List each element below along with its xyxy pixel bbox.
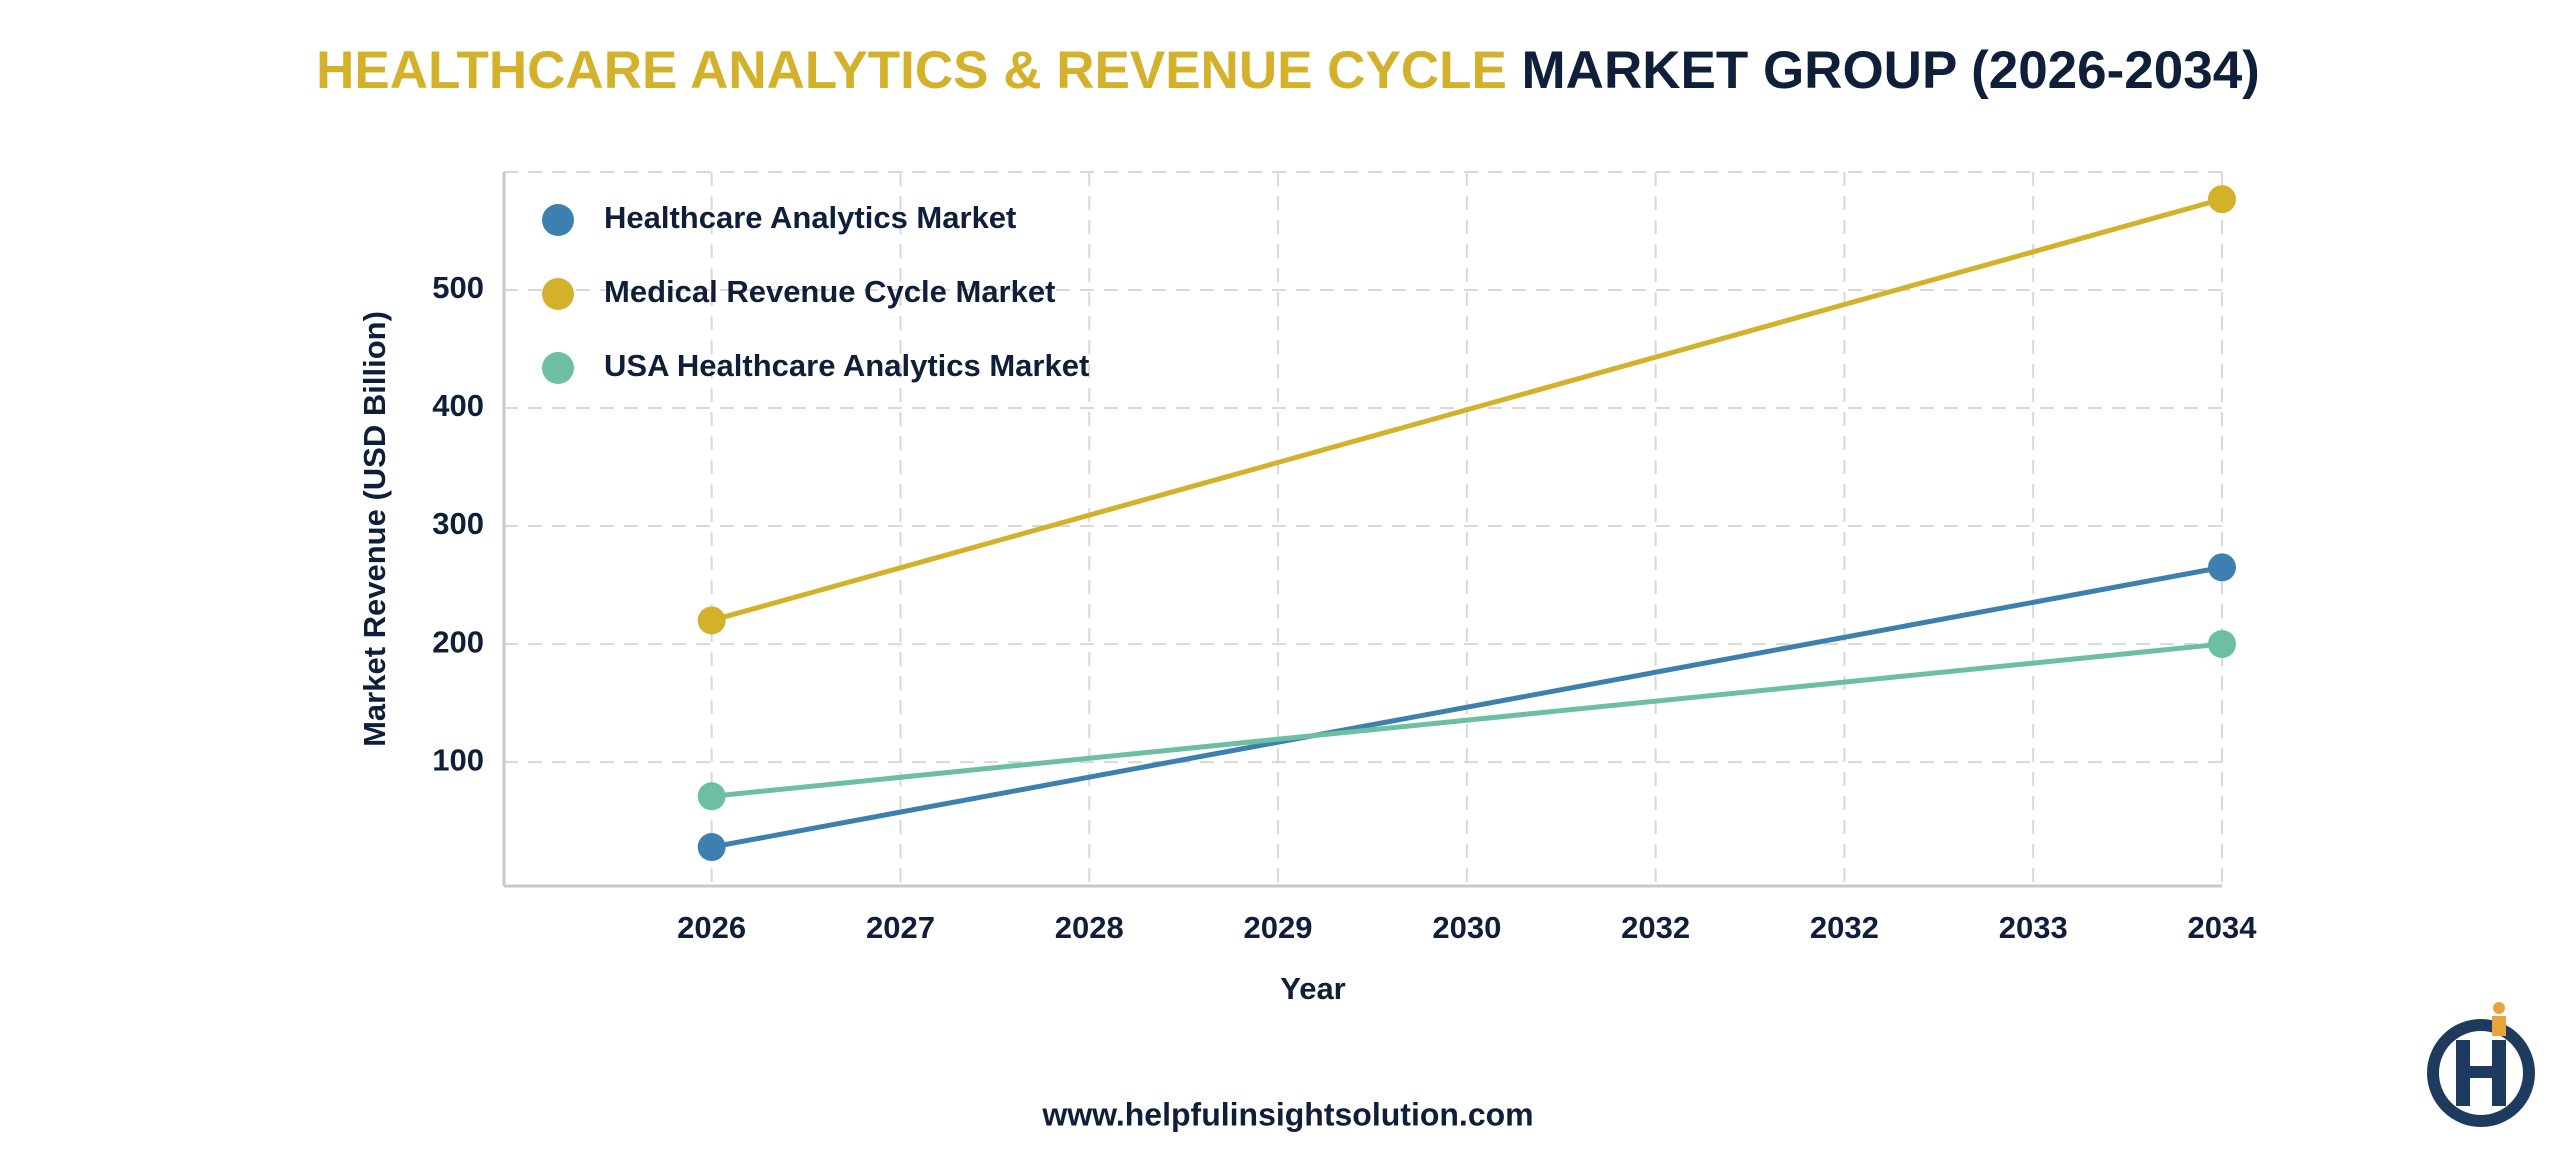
x-tick-label: 2026 <box>677 910 746 945</box>
legend-label: USA Healthcare Analytics Market <box>604 348 1089 383</box>
x-tick-label: 2033 <box>1999 910 2068 945</box>
y-axis-label: Market Revenue (USD Billion) <box>357 311 392 747</box>
title-rest: MARKET GROUP (2026-2034) <box>1522 41 2260 100</box>
logo-bar <box>2456 1066 2506 1078</box>
data-point <box>2208 553 2236 582</box>
x-tick-label: 2032 <box>1621 910 1690 945</box>
chart-title: HEALTHCARE ANALYTICS & REVENUE CYCLE MAR… <box>316 41 2260 100</box>
x-tick-label: 2030 <box>1432 910 1501 945</box>
y-tick-label: 300 <box>432 506 484 541</box>
x-tick-label: 2028 <box>1055 910 1124 945</box>
legend-label: Healthcare Analytics Market <box>604 200 1016 235</box>
x-tick-label: 2029 <box>1244 910 1313 945</box>
series-line <box>711 564 2223 850</box>
legend-marker <box>542 352 574 384</box>
y-tick-label: 200 <box>432 624 484 659</box>
data-point <box>697 606 726 635</box>
y-tick-label: 500 <box>432 270 484 305</box>
y-tick-label: 100 <box>432 742 484 777</box>
series-line <box>710 196 2223 623</box>
logo-accent <box>2492 1016 2506 1036</box>
logo-ring <box>2427 1019 2535 1127</box>
x-axis-label: Year <box>1280 971 1346 1006</box>
logo-dot <box>2493 1002 2505 1014</box>
series-line <box>711 641 2223 799</box>
data-point <box>697 833 726 862</box>
data-point <box>2208 185 2236 214</box>
legend-marker <box>542 278 574 310</box>
legend-label: Medical Revenue Cycle Market <box>604 274 1055 309</box>
data-point <box>697 782 726 811</box>
logo <box>2427 1002 2535 1127</box>
data-point <box>2208 630 2236 659</box>
legend-marker <box>542 204 574 236</box>
footer-url: www.helpfulinsightsolution.com <box>1041 1096 1533 1132</box>
x-tick-label: 2034 <box>2188 910 2258 945</box>
x-tick-label: 2027 <box>866 910 935 945</box>
title-highlight: HEALTHCARE ANALYTICS & REVENUE CYCLE <box>316 41 1507 100</box>
y-tick-label: 400 <box>432 388 484 423</box>
x-tick-label: 2032 <box>1810 910 1879 945</box>
